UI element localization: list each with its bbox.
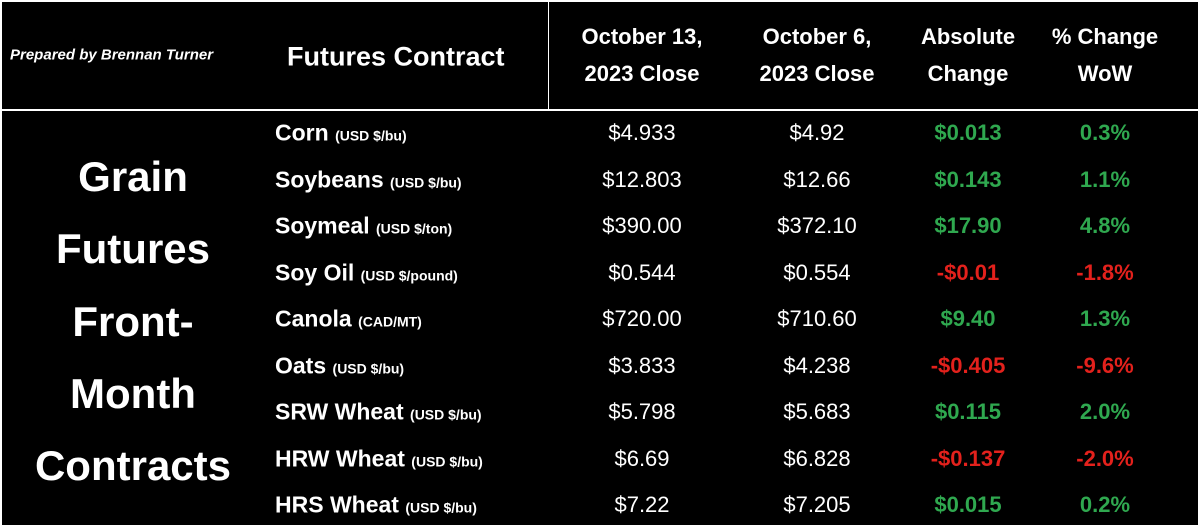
header-contract: Futures Contract bbox=[287, 41, 505, 72]
close-price: $372.10 bbox=[777, 213, 857, 238]
close-price: $4.933 bbox=[608, 120, 676, 145]
border-bottom bbox=[0, 525, 1200, 527]
change-value: 1.3% bbox=[1079, 306, 1131, 331]
row-label: Soybeans (USD $/bu) bbox=[275, 166, 462, 193]
contract-name: HRS Wheat bbox=[275, 491, 399, 518]
border-right bbox=[1198, 0, 1200, 527]
change-value: -$0.01 bbox=[936, 259, 1000, 285]
column-header: WoW bbox=[1077, 61, 1133, 86]
close-price: $12.803 bbox=[602, 166, 682, 192]
row-label: Canola (CAD/MT) bbox=[275, 306, 422, 333]
column-header: Change bbox=[927, 61, 1009, 86]
row-label: HRS Wheat (USD $/bu) bbox=[275, 492, 477, 519]
change-value: $17.90 bbox=[934, 213, 1002, 238]
change-value: $9.40 bbox=[940, 306, 996, 331]
change-value: -9.6% bbox=[1076, 352, 1134, 378]
contract-unit: (CAD/MT) bbox=[358, 313, 422, 330]
close-price: $720.00 bbox=[602, 306, 682, 331]
header-divider bbox=[0, 109, 1200, 111]
side-label: Grain bbox=[78, 153, 188, 200]
contract-unit: (USD $/bu) bbox=[390, 174, 462, 190]
column-header: October 6, bbox=[762, 24, 872, 49]
close-price: $0.554 bbox=[783, 259, 851, 285]
close-price: $4.92 bbox=[789, 120, 845, 145]
close-price: $6.69 bbox=[614, 445, 670, 471]
change-value: -$0.137 bbox=[930, 445, 1006, 471]
contract-unit: (USD $/bu) bbox=[410, 406, 482, 423]
contract-name: SRW Wheat bbox=[275, 398, 404, 425]
column-header: % Change bbox=[1051, 24, 1159, 49]
row-label: HRW Wheat (USD $/bu) bbox=[275, 445, 483, 472]
change-value: $0.115 bbox=[934, 399, 1002, 424]
close-price: $5.798 bbox=[608, 399, 676, 424]
change-value: $0.143 bbox=[934, 166, 1002, 192]
row-label: Corn (USD $/bu) bbox=[275, 120, 407, 147]
column-header: Absolute bbox=[920, 24, 1016, 49]
border-left bbox=[0, 0, 2, 527]
close-price: $0.544 bbox=[608, 259, 676, 285]
close-price: $5.683 bbox=[783, 399, 851, 424]
close-price: $12.66 bbox=[783, 166, 851, 192]
close-price: $3.833 bbox=[608, 352, 676, 378]
contract-unit: (USD $/bu) bbox=[411, 453, 483, 469]
contract-unit: (USD $/bu) bbox=[335, 127, 407, 144]
side-label: Front- bbox=[72, 297, 194, 345]
row-label: Soy Oil (USD $/pound) bbox=[275, 259, 458, 286]
change-value: $0.015 bbox=[934, 492, 1002, 517]
border-top bbox=[0, 0, 1200, 2]
column-header: 2023 Close bbox=[759, 61, 875, 86]
row-label: SRW Wheat (USD $/bu) bbox=[275, 399, 482, 426]
close-price: $6.828 bbox=[783, 445, 851, 471]
change-value: 4.8% bbox=[1079, 213, 1131, 238]
change-value: $0.013 bbox=[934, 120, 1002, 145]
row-label: Oats (USD $/bu) bbox=[275, 352, 404, 379]
side-label: Futures bbox=[55, 225, 211, 273]
contract-name: Soy Oil bbox=[275, 259, 355, 285]
change-value: -2.0% bbox=[1076, 445, 1134, 471]
contract-name: Oats bbox=[275, 352, 327, 378]
contract-unit: (USD $/pound) bbox=[360, 267, 458, 283]
contract-name: HRW Wheat bbox=[275, 445, 405, 471]
contract-name: Corn bbox=[275, 119, 329, 146]
column-header: October 13, bbox=[581, 24, 703, 49]
side-label: Month bbox=[70, 369, 196, 417]
contract-name: Canola bbox=[275, 305, 352, 332]
close-price: $4.238 bbox=[783, 352, 851, 378]
change-value: 2.0% bbox=[1079, 399, 1131, 424]
change-value: 0.3% bbox=[1079, 120, 1131, 145]
credit: Prepared by Brennan Turner bbox=[10, 46, 214, 64]
contract-unit: (USD $/bu) bbox=[332, 360, 405, 376]
contract-name: Soybeans bbox=[275, 166, 384, 192]
change-value: 0.2% bbox=[1079, 492, 1131, 517]
close-price: $390.00 bbox=[602, 213, 682, 238]
side-label: Contracts bbox=[34, 442, 232, 490]
close-price: $710.60 bbox=[777, 306, 857, 331]
contract-unit: (USD $/bu) bbox=[405, 499, 477, 516]
change-value: -$0.405 bbox=[930, 352, 1006, 378]
close-price: $7.205 bbox=[783, 492, 851, 517]
contract-name: Soymeal bbox=[275, 212, 370, 239]
row-label: Soymeal (USD $/ton) bbox=[275, 213, 452, 240]
change-value: 1.1% bbox=[1079, 166, 1131, 192]
column-header: 2023 Close bbox=[584, 61, 700, 86]
header-column-divider bbox=[548, 0, 549, 110]
contract-unit: (USD $/ton) bbox=[376, 220, 453, 237]
change-value: -1.8% bbox=[1076, 259, 1134, 285]
close-price: $7.22 bbox=[614, 492, 670, 517]
